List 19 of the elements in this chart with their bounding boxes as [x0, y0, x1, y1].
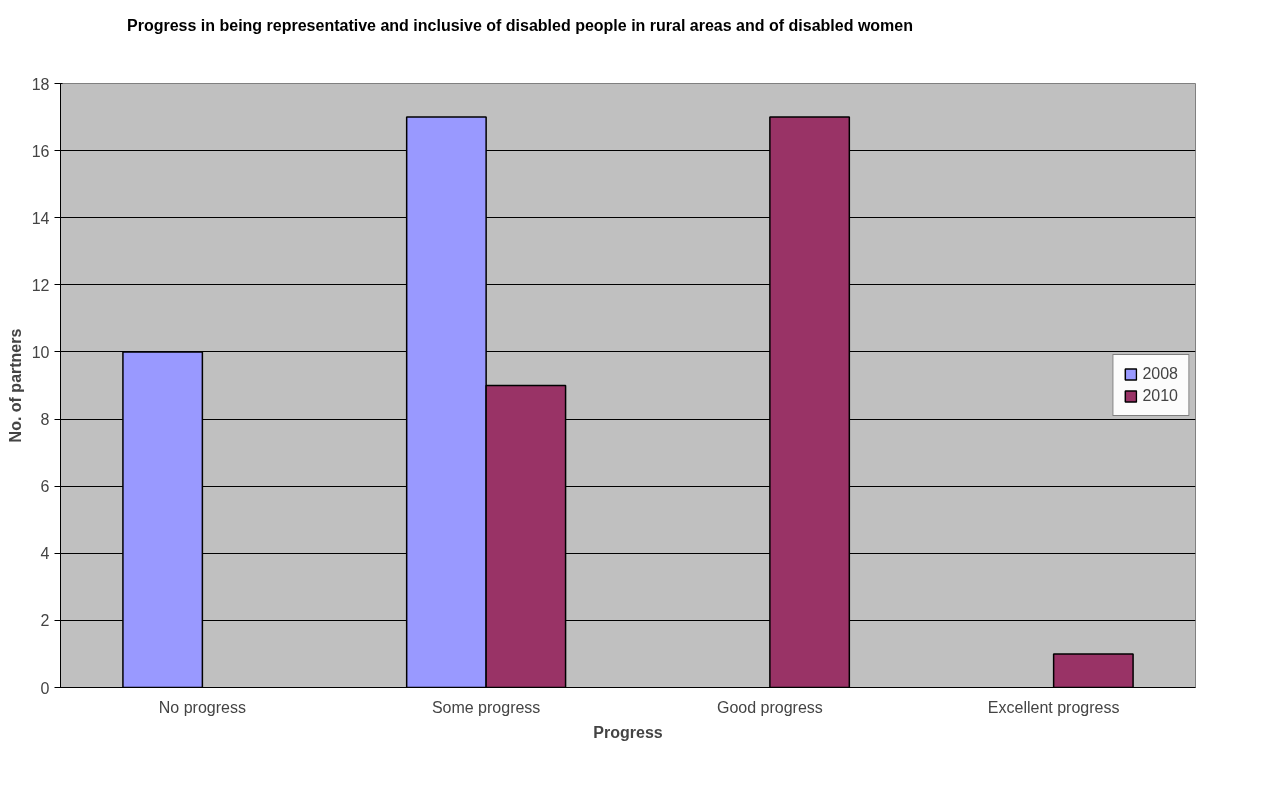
y-tick-label: 18	[31, 75, 50, 93]
x-tick-label: No progress	[158, 698, 246, 716]
legend-label: 2008	[1142, 364, 1178, 383]
y-tick-label: 0	[40, 679, 50, 697]
chart-title: Progress in being representative and inclusive of disabled people in rural areas and of disabled women	[127, 16, 913, 36]
x-tick-label: Good progress	[716, 698, 823, 716]
y-tick-label: 2	[40, 612, 50, 630]
y-tick-label: 10	[31, 343, 50, 361]
y-tick-label: 12	[31, 276, 50, 294]
y-tick-label: 16	[31, 142, 50, 160]
y-tick-label: 14	[31, 209, 50, 227]
legend-label: 2010	[1142, 386, 1178, 405]
x-tick-label: Some progress	[431, 698, 541, 716]
y-tick-label: 4	[40, 545, 50, 563]
y-tick-label: 8	[40, 410, 50, 428]
x-axis-title: Progress	[593, 723, 663, 741]
y-axis-title: No. of partners	[6, 328, 24, 443]
y-tick-label: 6	[40, 478, 50, 496]
x-tick-label: Excellent progress	[987, 698, 1120, 716]
